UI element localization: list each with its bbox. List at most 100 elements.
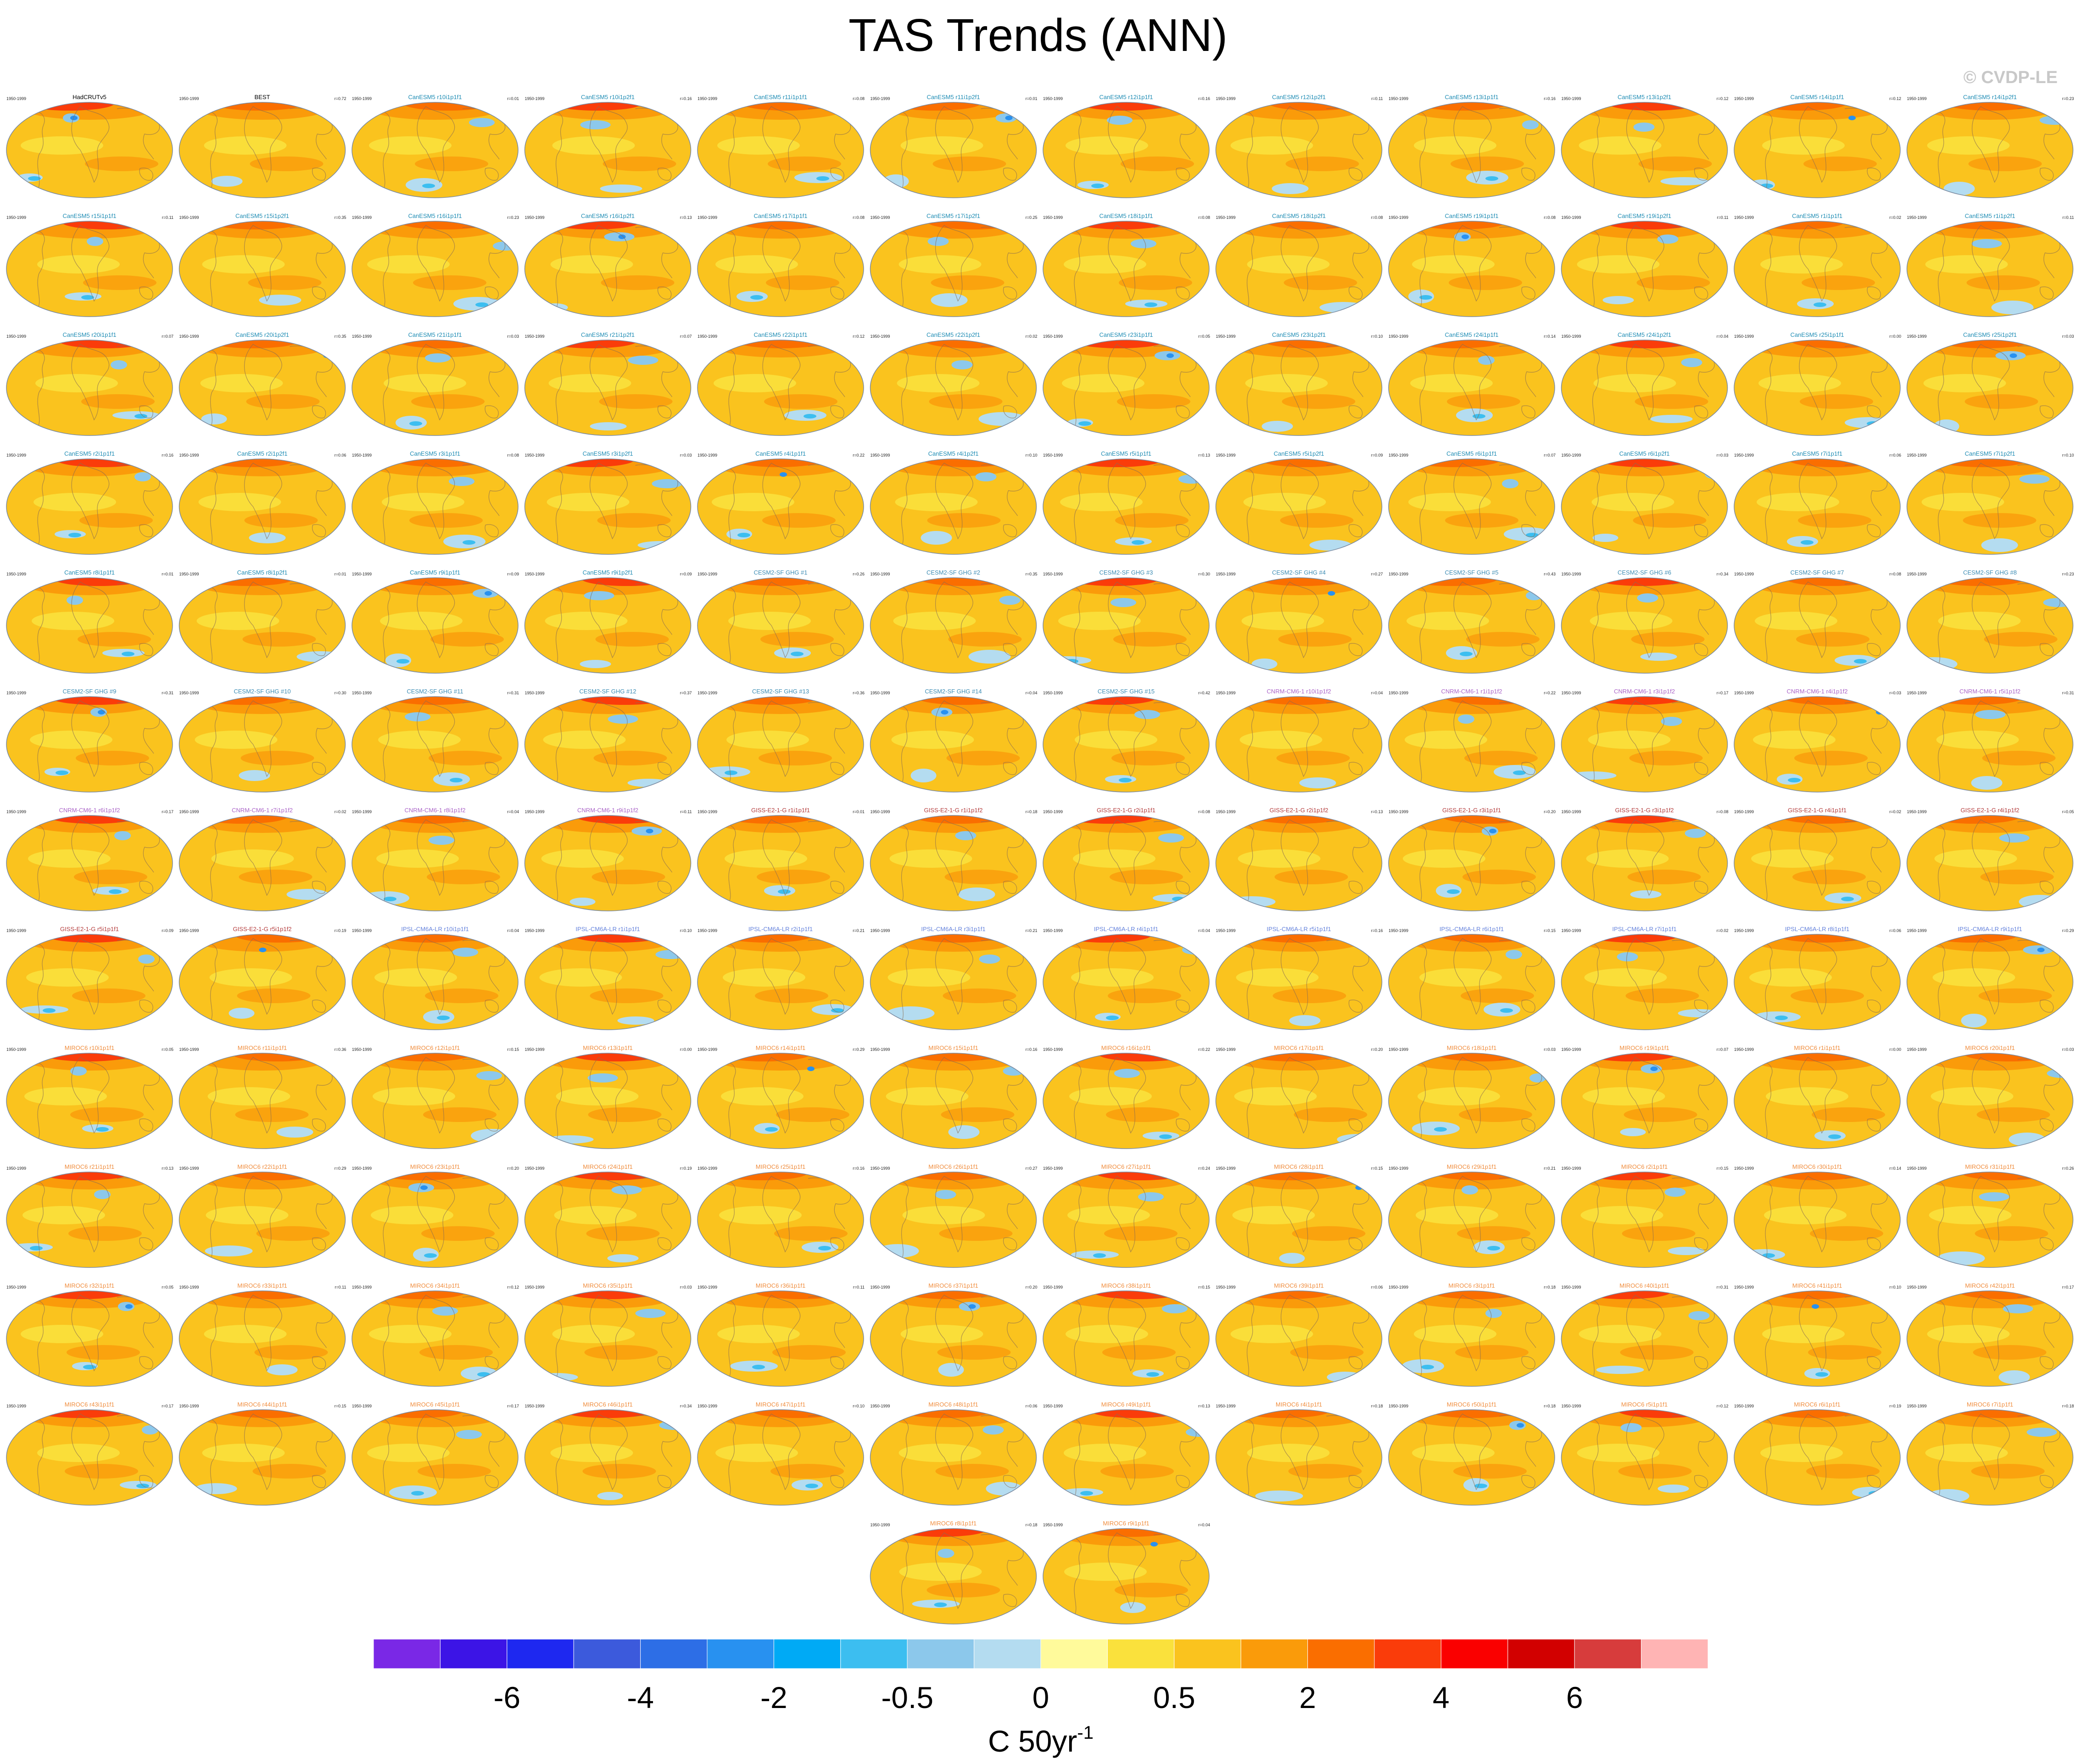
panel-correlation: r=0.00 (1889, 1047, 1901, 1052)
panel-period: 1950-1999 (1389, 215, 1408, 220)
panel-period: 1950-1999 (352, 1404, 372, 1408)
panel-title: CanESM5 r11i1p2f1 (926, 94, 980, 100)
panel-period: 1950-1999 (1734, 334, 1754, 339)
panel-correlation: r=0.10 (1889, 1285, 1901, 1290)
map-field (1907, 1281, 2073, 1386)
map-field (698, 805, 864, 911)
map-panel: 1950-1999 MIROC6 r26i1p1f1 r=0.27 (871, 1162, 1038, 1267)
panel-correlation: r=0.03 (2062, 334, 2074, 339)
panel-title: CanESM5 r13i1p1f1 (1445, 94, 1498, 100)
map-panel: 1950-1999 CESM2-SF GHG #2 r=0.35 (871, 568, 1038, 673)
map-panel: 1950-1999 MIROC6 r5i1p1f1 r=0.12 (1562, 1400, 1729, 1505)
panel-title: MIROC6 r1i1p1f1 (1794, 1044, 1840, 1051)
panel-period: 1950-1999 (6, 1166, 26, 1171)
panel-title: CanESM5 r13i1p2f1 (1618, 94, 1671, 100)
panel-period: 1950-1999 (698, 1166, 717, 1171)
panel-period: 1950-1999 (871, 334, 890, 339)
panel-title: MIROC6 r27i1p1f1 (1101, 1163, 1151, 1170)
panel-period: 1950-1999 (352, 96, 372, 101)
map-panel: 1950-1999 MIROC6 r24i1p1f1 r=0.19 (525, 1162, 692, 1267)
panel-period: 1950-1999 (1907, 691, 1927, 695)
panel-correlation: r=0.04 (507, 809, 519, 814)
panel-period: 1950-1999 (525, 809, 545, 814)
map-panel: 1950-1999 MIROC6 r4i1p1f1 r=0.18 (1216, 1400, 1383, 1505)
panel-correlation: r=0.36 (853, 691, 865, 695)
panel-period: 1950-1999 (1216, 1166, 1236, 1171)
map-panel: 1950-1999 CNRM-CM6-1 r10i1p1f2 r=0.04 (1216, 687, 1383, 792)
panel-period: 1950-1999 (1907, 334, 1927, 339)
panel-period: 1950-1999 (871, 453, 890, 458)
panel-period: 1950-1999 (1216, 453, 1236, 458)
map-field (1043, 1518, 1209, 1624)
panel-title: CanESM5 r18i1p1f1 (1099, 212, 1153, 219)
map-panel: 1950-1999 IPSL-CM6A-LR r6i1p1f1 r=0.15 (1389, 924, 1556, 1030)
panel-period: 1950-1999 (352, 334, 372, 339)
panel-correlation: r=0.09 (507, 572, 519, 576)
map-panel: 1950-1999 CNRM-CM6-1 r4i1p1f2 r=0.03 (1734, 687, 1901, 792)
panel-period: 1950-1999 (179, 453, 199, 458)
panel-period: 1950-1999 (1216, 1285, 1236, 1290)
panel-correlation: r=0.02 (1717, 928, 1729, 933)
panel-correlation: r=0.11 (1717, 215, 1728, 220)
map-panel: 1950-1999 CNRM-CM6-1 r8i1p1f2 r=0.04 (352, 805, 519, 911)
map-panel: 1950-1999 CanESM5 r9i1p1f1 r=0.09 (352, 568, 519, 673)
panel-title: CanESM5 r6i1p1f1 (1446, 450, 1497, 457)
map-panel: 1950-1999 GISS-E2-1-G r4i1p1f2 r=0.05 (1907, 805, 2074, 911)
panel-correlation: r=0.03 (680, 1285, 692, 1290)
map-field (179, 568, 346, 673)
map-panel: 1950-1999 MIROC6 r20i1p1f1 r=0.03 (1907, 1043, 2076, 1149)
map-field (1562, 1400, 1728, 1505)
panel-title: CanESM5 r21i1p2f1 (581, 331, 635, 338)
map-field (871, 1518, 1037, 1624)
panel-period: 1950-1999 (1562, 572, 1581, 576)
map-field (1043, 330, 1209, 435)
map-field (6, 211, 173, 317)
panel-period: 1950-1999 (1216, 1047, 1236, 1052)
panel-period: 1950-1999 (6, 453, 26, 458)
panel-title: MIROC6 r37i1p1f1 (928, 1282, 978, 1289)
map-panel: 1950-1999 CESM2-SF GHG #6 r=0.34 (1562, 568, 1729, 673)
map-panel: 1950-1999 CanESM5 r18i1p2f1 r=0.08 (1216, 211, 1383, 317)
map-panel: 1950-1999 CNRM-CM6-1 r3i1p1f2 r=0.17 (1562, 687, 1729, 792)
panel-title: MIROC6 r50i1p1f1 (1447, 1401, 1496, 1408)
map-panel: 1950-1999 MIROC6 r43i1p1f1 r=0.17 (6, 1400, 173, 1505)
panel-title: CanESM5 r20i1p1f1 (62, 331, 116, 338)
map-panel: 1950-1999 CESM2-SF GHG #12 r=0.37 (525, 687, 692, 792)
panel-period: 1950-1999 (1907, 809, 1927, 814)
panel-title: CanESM5 r4i1p2f1 (928, 450, 979, 457)
map-field (1043, 924, 1209, 1030)
panel-correlation: r=0.14 (1544, 334, 1556, 339)
map-field (871, 449, 1037, 554)
map-panel: 1950-1999 MIROC6 r36i1p1f1 r=0.11 (698, 1281, 865, 1386)
map-field (352, 805, 518, 911)
map-panel: 1950-1999 MIROC6 r29i1p1f1 r=0.21 (1389, 1162, 1556, 1267)
panel-correlation: r=0.05 (2062, 809, 2074, 814)
map-panel: 1950-1999 MIROC6 r25i1p1f1 r=0.16 (698, 1162, 865, 1267)
map-panel: 1950-1999 GISS-E2-1-G r5i1p1f1 r=0.09 (6, 924, 173, 1030)
panel-title: CNRM-CM6-1 r6i1p1f2 (59, 807, 120, 814)
map-field (1216, 1162, 1382, 1267)
map-panel: 1950-1999 CanESM5 r9i1p2f1 r=0.09 (525, 568, 692, 673)
map-panel: 1950-1999 CESM2-SF GHG #3 r=0.30 (1043, 568, 1210, 673)
panel-period: 1950-1999 (1043, 334, 1063, 339)
panel-period: 1950-1999 (179, 1166, 199, 1171)
panel-correlation: r=0.10 (2062, 453, 2074, 458)
map-field (698, 1400, 864, 1505)
map-field (525, 92, 691, 198)
panel-correlation: r=0.16 (1371, 928, 1383, 933)
map-field (871, 924, 1037, 1030)
panel-correlation: r=0.19 (680, 1166, 692, 1171)
panel-title: MIROC6 r11i1p1f1 (238, 1044, 287, 1051)
panel-correlation: r=0.05 (162, 1285, 173, 1290)
map-panel: 1950-1999 MIROC6 r30i1p1f1 r=0.14 (1734, 1162, 1901, 1267)
map-field (525, 568, 691, 673)
panel-period: 1950-1999 (179, 215, 199, 220)
map-panel: 1950-1999 MIROC6 r19i1p1f1 r=0.07 (1562, 1043, 1729, 1149)
map-field (1734, 568, 1900, 673)
panel-title: IPSL-CM6A-LR r10i1p1f1 (401, 926, 469, 932)
panel-correlation: r=0.12 (507, 1285, 519, 1290)
map-panel: 1950-1999 GISS-E2-1-G r2i1p1f2 r=0.13 (1216, 805, 1383, 911)
panel-correlation: r=0.06 (1026, 1404, 1038, 1408)
panel-period: 1950-1999 (1907, 928, 1927, 933)
panel-title: CanESM5 r25i1p2f1 (1963, 331, 2017, 338)
